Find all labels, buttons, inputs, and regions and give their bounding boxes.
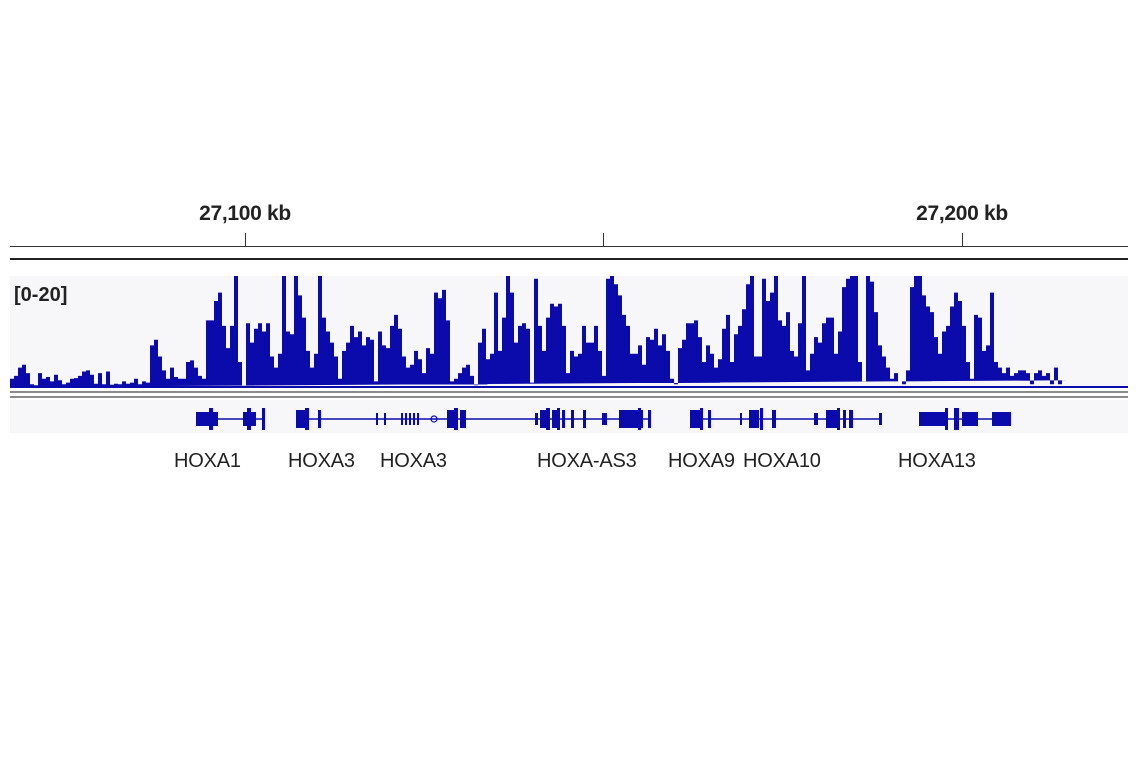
coverage-area bbox=[10, 276, 1066, 387]
gene-label-hoxa3-b: HOXA3 bbox=[380, 450, 447, 472]
gene-model-hoxa9 bbox=[690, 408, 760, 430]
gene-model-hoxa1 bbox=[196, 408, 265, 430]
track-separator-top bbox=[10, 391, 1128, 393]
ruler-tick-mid bbox=[603, 233, 604, 246]
gene-label-hoxa3-a: HOXA3 bbox=[288, 450, 355, 472]
gene-label-hoxa-as3: HOXA-AS3 bbox=[537, 450, 637, 472]
ruler-bottom-border bbox=[10, 258, 1128, 260]
gene-label-hoxa13: HOXA13 bbox=[898, 450, 976, 472]
track-separator-bottom bbox=[10, 396, 1128, 398]
gene-label-hoxa10: HOXA10 bbox=[743, 450, 821, 472]
data-range-label: [0-20] bbox=[14, 284, 68, 306]
gene-model-hoxa13 bbox=[919, 408, 1011, 430]
ruler-axis-line bbox=[10, 246, 1128, 247]
gene-model-hoxa-as3 bbox=[466, 408, 651, 430]
gene-label-hoxa9: HOXA9 bbox=[668, 450, 735, 472]
ruler-tick-27200 bbox=[962, 233, 963, 246]
gene-label-hoxa1: HOXA1 bbox=[174, 450, 241, 472]
gene-model-hoxa10 bbox=[760, 408, 882, 430]
gene-model-hoxa3 bbox=[296, 408, 466, 430]
ruler-tick-27100 bbox=[245, 233, 246, 246]
ruler-tick-label-27100: 27,100 kb bbox=[199, 202, 291, 225]
ruler-tick-label-27200: 27,200 kb bbox=[916, 202, 1008, 225]
